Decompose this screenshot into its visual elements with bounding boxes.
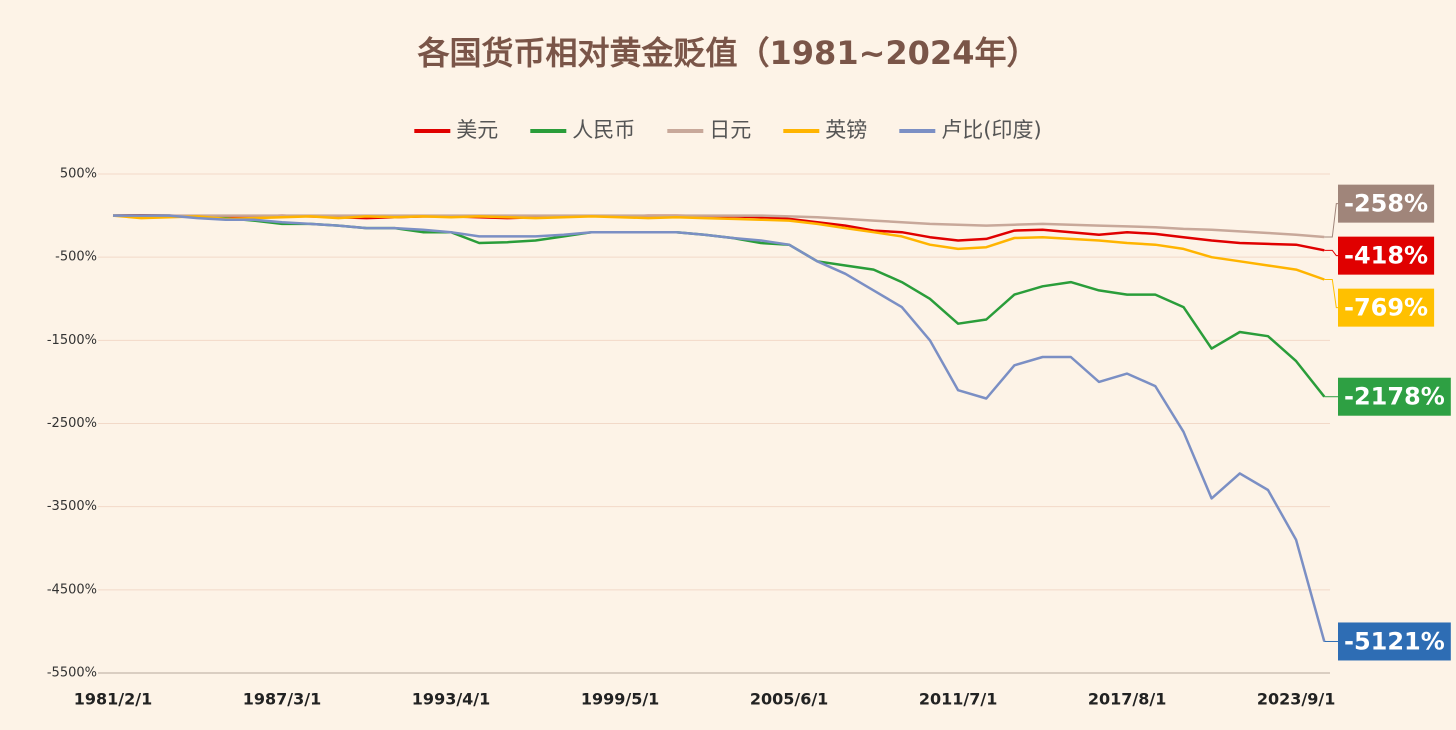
x-tick-label: 1981/2/1 bbox=[74, 690, 152, 709]
y-tick-label: -2500% bbox=[47, 416, 97, 431]
legend-label: 日元 bbox=[709, 118, 751, 142]
y-tick-label: -3500% bbox=[47, 499, 97, 514]
value-label: -418% bbox=[1344, 242, 1428, 270]
y-tick-label: -1500% bbox=[47, 333, 97, 348]
leader-line bbox=[1324, 279, 1338, 309]
value-label-box bbox=[1338, 622, 1451, 661]
x-tick-label: 1987/3/1 bbox=[243, 690, 321, 709]
legend-label: 人民币 bbox=[572, 118, 635, 142]
legend-label: 英镑 bbox=[825, 118, 867, 142]
x-tick-label: 2023/9/1 bbox=[1257, 690, 1335, 709]
value-label-box bbox=[1338, 377, 1451, 416]
chart-title: 各国货币相对黄金贬值（1981~2024年） bbox=[418, 34, 1039, 72]
value-label-box bbox=[1338, 288, 1435, 327]
legend: 美元 人民币 日元 英镑 卢比(印度) bbox=[414, 118, 1042, 142]
x-tick-label: 1993/4/1 bbox=[412, 690, 490, 709]
series-line bbox=[112, 214, 1325, 281]
value-label: -2178% bbox=[1344, 383, 1445, 411]
x-tick-label: 2011/7/1 bbox=[919, 690, 997, 709]
value-label: -5121% bbox=[1344, 627, 1445, 655]
x-tick-label: 1999/5/1 bbox=[581, 690, 659, 709]
value-label: -769% bbox=[1344, 294, 1428, 322]
x-tick-label: 2017/8/1 bbox=[1088, 690, 1166, 709]
leader-line bbox=[1324, 203, 1338, 238]
value-label: -258% bbox=[1344, 190, 1428, 218]
legend-label: 美元 bbox=[456, 118, 498, 142]
y-tick-label: -4500% bbox=[47, 582, 97, 597]
value-label-box bbox=[1338, 236, 1435, 275]
x-tick-label: 2005/6/1 bbox=[750, 690, 828, 709]
leader-line bbox=[1324, 249, 1338, 257]
y-tick-label: -5500% bbox=[47, 666, 97, 681]
value-label-box bbox=[1338, 184, 1435, 223]
legend-label: 卢比(印度) bbox=[941, 118, 1041, 142]
y-tick-label: -500% bbox=[55, 250, 97, 265]
y-tick-label: 500% bbox=[60, 167, 97, 182]
series-line bbox=[113, 214, 1326, 642]
